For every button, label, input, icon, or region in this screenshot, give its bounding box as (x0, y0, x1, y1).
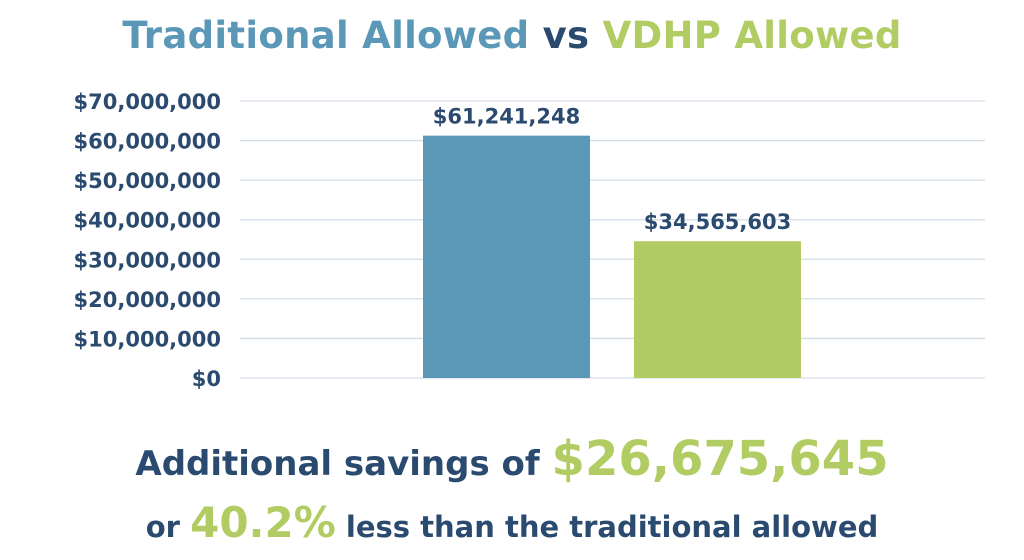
savings-amount: $26,675,645 (551, 431, 889, 487)
savings-prefix: Additional savings of (135, 444, 540, 484)
title-vdhp: VDHP Allowed (602, 14, 902, 57)
title-vs: vs (542, 14, 590, 57)
data-label: $61,241,248 (433, 105, 580, 129)
savings-line: Additional savings of $26,675,645 (0, 431, 1024, 487)
y-tick-label: $20,000,000 (74, 288, 221, 312)
percent-prefix: or (145, 510, 180, 544)
data-label: $34,565,603 (644, 210, 791, 234)
chart-title: Traditional Allowed vs VDHP Allowed (0, 14, 1024, 57)
bar-chart: $0 $10,000,000 $20,000,000 $30,000,000 $40,0… (74, 90, 985, 391)
bar (634, 241, 801, 378)
y-tick-label: $0 (192, 367, 221, 391)
y-tick-label: $50,000,000 (74, 169, 221, 193)
y-tick-label: $40,000,000 (74, 209, 221, 233)
title-traditional: Traditional Allowed (122, 14, 530, 57)
y-tick-label: $60,000,000 (74, 130, 221, 154)
y-tick-label: $30,000,000 (74, 248, 221, 272)
y-tick-label: $10,000,000 (74, 327, 221, 351)
percent-line: or 40.2% less than the traditional allow… (0, 498, 1024, 547)
percent-value: 40.2% (190, 498, 336, 547)
percent-suffix: less than the traditional allowed (345, 510, 879, 544)
bar (423, 135, 590, 378)
y-tick-label: $70,000,000 (74, 90, 221, 114)
